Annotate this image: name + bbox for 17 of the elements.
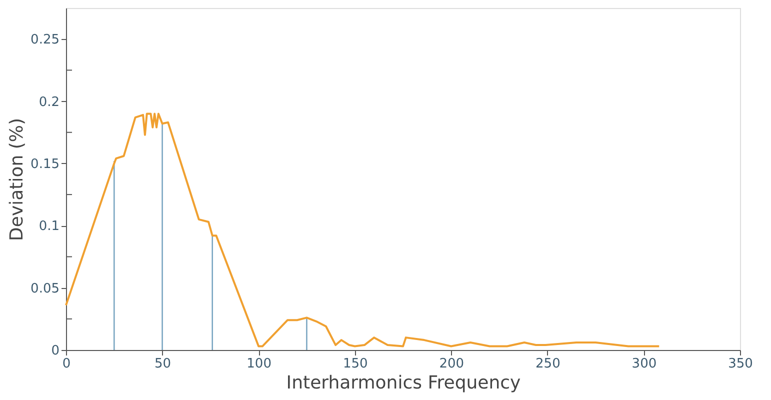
x-tick-label: 100 [246, 356, 272, 372]
x-tick-label: 0 [62, 356, 71, 372]
y-tick-label: 0.05 [30, 281, 60, 296]
x-axis-title: Interharmonics Frequency [286, 372, 522, 394]
y-tick-label: 0.1 [38, 219, 60, 234]
x-tick-label: 200 [439, 356, 464, 372]
y-tick-label: 0.25 [30, 32, 60, 48]
y-tick-label: 0 [51, 344, 60, 358]
y-tick-label: 0.2 [38, 94, 60, 110]
y-tick-label: 0.15 [30, 156, 60, 172]
x-tick-label: 150 [342, 356, 368, 372]
x-tick-label: 350 [728, 356, 753, 372]
line-series [65, 112, 660, 348]
x-tick-label: 250 [536, 356, 560, 372]
y-axis-title: Deviation (%) [6, 118, 28, 241]
x-tick-label: 300 [632, 356, 657, 372]
x-tick-label: 50 [154, 356, 172, 372]
